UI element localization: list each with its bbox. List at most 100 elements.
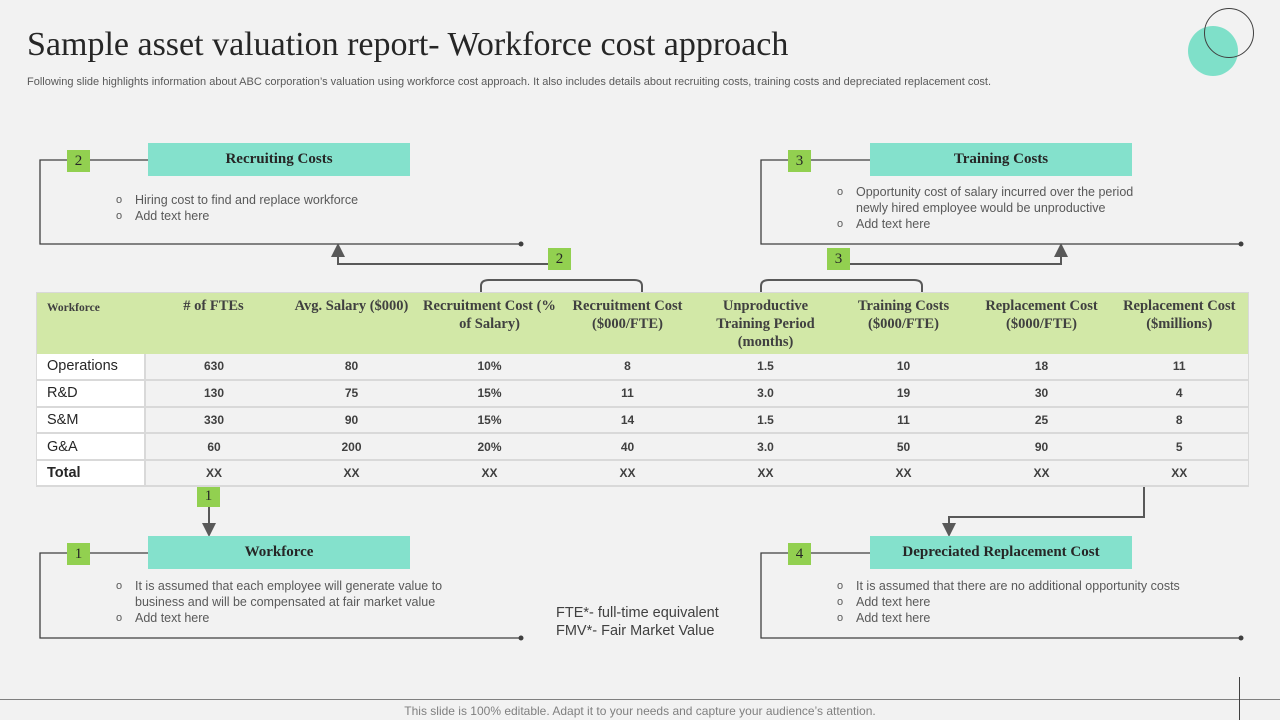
table-cell: 50: [834, 433, 973, 461]
table-header-row: Workforce # of FTEs Avg. Salary ($000) R…: [36, 292, 1249, 354]
table-cell: 4: [1110, 380, 1249, 408]
column-header: Replacement Cost ($000/FTE): [972, 292, 1111, 354]
table-cell: 3.0: [696, 380, 835, 408]
table-cell: 15%: [420, 380, 559, 408]
table-cell: XX: [420, 459, 559, 488]
table-cell: 15%: [420, 406, 559, 435]
abbreviation-notes: FTE*- full-time equivalent FMV*- Fair Ma…: [556, 604, 719, 640]
row-label: Operations: [36, 353, 146, 382]
recruiting-number-badge: 2: [67, 150, 90, 172]
list-item: o Add text here: [116, 611, 210, 625]
table-cell: 20%: [420, 433, 559, 461]
column-header: Unproductive Training Period (months): [696, 292, 835, 354]
row-label: G&A: [36, 433, 146, 461]
workforce-cost-table: Workforce # of FTEs Avg. Salary ($000) R…: [36, 292, 1249, 488]
table-cell: 30: [972, 380, 1111, 408]
bullet-circle-icon: o: [837, 218, 844, 230]
training-number-badge: 3: [788, 150, 811, 172]
table-cell: 8: [558, 353, 697, 382]
workforce-bullet-list: o It is assumed that each employee will g…: [115, 578, 465, 626]
bullet-circle-icon: o: [116, 612, 123, 624]
row-label: S&M: [36, 406, 146, 435]
training-costs-heading: Training Costs: [870, 143, 1132, 176]
table-cell: 90: [282, 406, 421, 435]
bullet-circle-icon: o: [837, 580, 844, 592]
list-item: o Add text here: [837, 611, 931, 625]
bullet-circle-icon: o: [116, 580, 123, 592]
table-cell: XX: [144, 459, 283, 488]
row-label: Total: [36, 459, 146, 488]
column-header: Workforce: [36, 292, 145, 354]
table-cell: 19: [834, 380, 973, 408]
table-cell: 14: [558, 406, 697, 435]
recruiting-costs-heading: Recruiting Costs: [148, 143, 410, 176]
column-header: Training Costs ($000/FTE): [834, 292, 973, 354]
table-row: S&M 330 90 15% 14 1.5 11 25 8: [36, 406, 1249, 435]
list-item: o It is assumed that there are no additio…: [837, 579, 1180, 593]
bullet-circle-icon: o: [116, 194, 123, 206]
table-cell: 1.5: [696, 353, 835, 382]
table-cell: 11: [1110, 353, 1249, 382]
depreciated-bullet-list: o It is assumed that there are no additio…: [836, 578, 1226, 626]
bullet-circle-icon: o: [116, 210, 123, 222]
table-cell: 330: [144, 406, 283, 435]
list-item: o Hiring cost to find and replace workfor…: [116, 193, 359, 207]
table-row: R&D 130 75 15% 11 3.0 19 30 4: [36, 380, 1249, 408]
table-cell: XX: [696, 459, 835, 488]
table-cell: XX: [558, 459, 697, 488]
column-header: Avg. Salary ($000): [282, 292, 421, 354]
decorative-circle-ring: [1204, 8, 1254, 58]
recruiting-bullet-list: o Hiring cost to find and replace workfor…: [115, 192, 495, 224]
table-cell: XX: [1110, 459, 1249, 488]
note-fmv: FMV*- Fair Market Value: [556, 623, 715, 639]
table-cell: 11: [834, 406, 973, 435]
bullet-circle-icon: o: [837, 612, 844, 624]
table-cell: 11: [558, 380, 697, 408]
table-cell: 5: [1110, 433, 1249, 461]
column-header: Recruitment Cost (% of Salary): [420, 292, 559, 354]
table-cell: 3.0: [696, 433, 835, 461]
workforce-heading: Workforce: [148, 536, 410, 569]
table-cell: 1.5: [696, 406, 835, 435]
table-cell: 25: [972, 406, 1111, 435]
table-cell: 80: [282, 353, 421, 382]
connector-badge-3: 3: [827, 248, 850, 270]
page-subtitle: Following slide highlights information a…: [27, 76, 992, 88]
training-bullet-list: o Opportunity cost of salary incurred ove…: [836, 184, 1156, 232]
column-header: Recruitment Cost ($000/FTE): [558, 292, 697, 354]
table-row: G&A 60 200 20% 40 3.0 50 90 5: [36, 433, 1249, 461]
bullet-circle-icon: o: [837, 186, 844, 198]
list-item: o Opportunity cost of salary incurred ove…: [837, 185, 1134, 215]
bullet-circle-icon: o: [837, 596, 844, 608]
list-item: o Add text here: [837, 217, 931, 231]
note-fte: FTE*- full-time equivalent: [556, 605, 719, 621]
footer-divider-tick: [1239, 677, 1240, 720]
table-row: Operations 630 80 10% 8 1.5 10 18 11: [36, 353, 1249, 382]
workforce-number-badge: 1: [67, 543, 90, 565]
footer-divider: [0, 699, 1280, 700]
depreciated-replacement-cost-heading: Depreciated Replacement Cost: [870, 536, 1132, 569]
depreciated-number-badge: 4: [788, 543, 811, 565]
table-cell: 75: [282, 380, 421, 408]
table-cell: 90: [972, 433, 1111, 461]
table-cell: 18: [972, 353, 1111, 382]
table-cell: 10: [834, 353, 973, 382]
table-cell: 60: [144, 433, 283, 461]
table-cell: 200: [282, 433, 421, 461]
connector-badge-1: 1: [197, 485, 220, 507]
table-cell: 10%: [420, 353, 559, 382]
connector-badge-2: 2: [548, 248, 571, 270]
table-cell: 630: [144, 353, 283, 382]
table-cell: XX: [972, 459, 1111, 488]
list-item: o It is assumed that each employee will g…: [116, 579, 443, 609]
table-cell: XX: [834, 459, 973, 488]
column-header: Replacement Cost ($millions): [1110, 292, 1249, 354]
table-cell: XX: [282, 459, 421, 488]
table-cell: 8: [1110, 406, 1249, 435]
table-row-total: Total XX XX XX XX XX XX XX XX: [36, 459, 1249, 488]
page-title: Sample asset valuation report- Workforce…: [27, 26, 789, 63]
list-item: o Add text here: [116, 209, 210, 223]
column-header: # of FTEs: [144, 292, 283, 354]
row-label: R&D: [36, 380, 146, 408]
